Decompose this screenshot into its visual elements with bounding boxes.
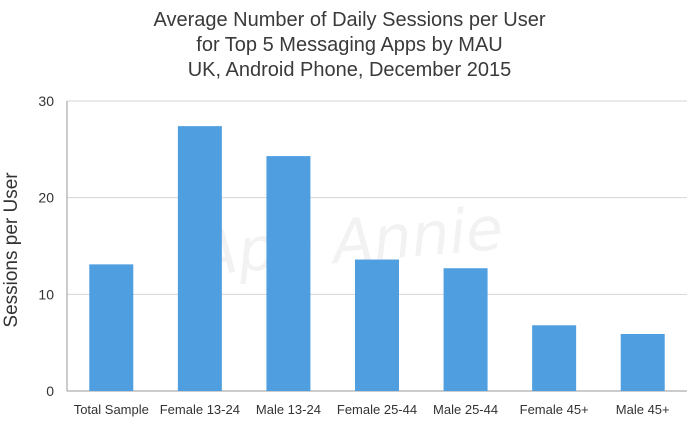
x-tick-label: Male 25-44	[433, 402, 498, 417]
x-tick-label: Total Sample	[74, 402, 149, 417]
bars	[89, 126, 665, 391]
chart-title-line-3: UK, Android Phone, December 2015	[187, 59, 512, 81]
chart-title: Average Number of Daily Sessions per Use…	[0, 8, 699, 83]
y-tick-label: 20	[38, 190, 54, 206]
y-tick-labels: 0 10 20 30	[38, 93, 54, 399]
y-tick-label: 10	[38, 286, 54, 302]
y-axis-label: Sessions per User	[1, 172, 22, 328]
x-tick-labels: Total Sample Female 13-24 Male 13-24 Female…	[74, 402, 670, 417]
bar-female-13-24	[177, 126, 222, 391]
bar-male-25-44	[443, 268, 488, 391]
y-tick-label: 0	[46, 383, 54, 399]
chart-title-line-1: Average Number of Daily Sessions per Use…	[153, 9, 546, 31]
x-tick-label: Female 25-44	[337, 402, 417, 417]
x-tick-label: Female 13-24	[160, 402, 240, 417]
bar-male-45	[620, 333, 665, 391]
bar-female-25-44	[355, 259, 399, 391]
bar-female-45	[532, 325, 577, 391]
x-tick-label: Male 13-24	[256, 402, 321, 417]
chart-title-line-2: for Top 5 Messaging Apps by MAU	[196, 34, 503, 56]
x-tick-label: Female 45+	[520, 402, 589, 417]
bar-total-sample	[89, 264, 134, 391]
x-tick-label: Male 45+	[616, 402, 670, 417]
bar-male-13-24	[266, 156, 311, 391]
y-tick-label: 30	[38, 93, 54, 109]
